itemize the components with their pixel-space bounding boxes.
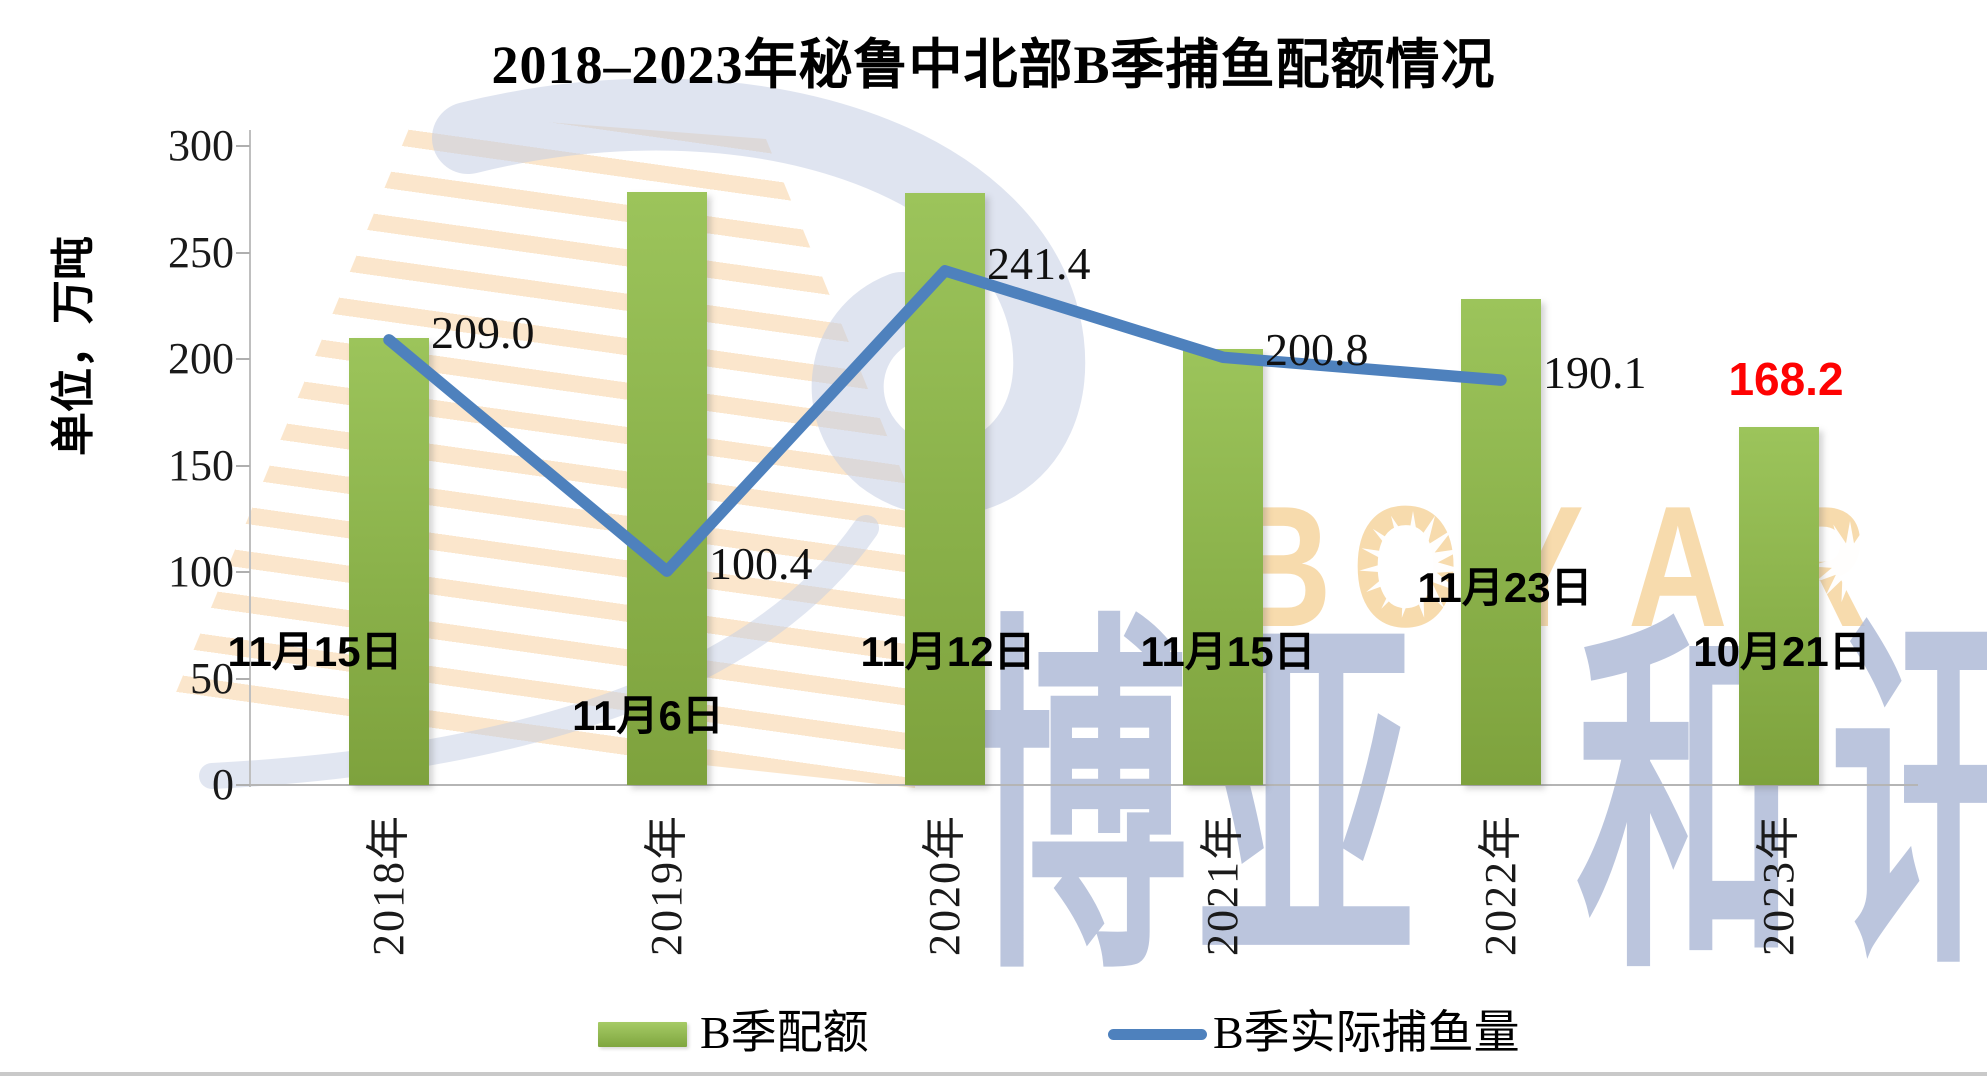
legend-bar-swatch [598,1022,687,1047]
date-label-2020年: 11月12日 [860,628,1036,675]
bar-2018年 [349,337,429,785]
starburst-icon [1359,511,1467,618]
x-axis-line [249,784,1918,786]
y-tick-mark [236,251,250,254]
y-tick-mark [236,464,250,467]
legend-line-label: B季实际捕鱼量 [1213,1007,1520,1058]
bar-2019年 [627,191,707,785]
y-tick-mark [236,677,250,680]
line-path [383,265,1507,577]
watermark-cn-char: 博 [968,592,1189,1012]
y-tick-mark [236,784,250,786]
y-tick-mark [236,145,250,147]
y-tick-label: 200 [168,334,234,383]
line-point-label: 190.1 [1543,347,1647,399]
chart-title: 2018–2023年秘鲁中北部B季捕鱼配额情况 [491,35,1496,95]
y-tick-mark [236,358,250,360]
legend-line-swatch [1108,1029,1207,1040]
y-tick-label: 0 [212,760,234,809]
y-tick-label: 50 [190,653,234,703]
starburst-icon [1809,521,1891,603]
y-tick-label: 150 [168,440,234,490]
y-tick-label: 250 [168,227,234,277]
date-label-2023年: 10月21日 [1693,628,1871,675]
line-point-label: 100.4 [709,538,813,590]
y-tick-label: 300 [168,121,234,170]
watermark-letter: A [1628,469,1728,663]
line-point-label: 241.4 [987,237,1091,289]
bar-2023年 [1739,426,1819,785]
y-tick-mark [236,571,250,573]
date-label-2018年: 11月15日 [227,628,403,675]
y-tick-label: 100 [168,547,234,596]
bar-2021年 [1183,348,1263,785]
date-label-2019年: 11月6日 [572,692,724,739]
y-axis-line [249,130,251,787]
line-point-label: 200.8 [1265,324,1369,376]
line-point-label: 209.0 [431,306,535,358]
legend-bar-label: B季配额 [700,1007,869,1058]
date-label-2021年: 11月15日 [1140,628,1316,675]
bar-value-label-highlight: 168.2 [1728,352,1844,405]
watermark-cn-char: 讯 [1830,615,1987,989]
date-label-2022年: 11月23日 [1417,564,1593,611]
